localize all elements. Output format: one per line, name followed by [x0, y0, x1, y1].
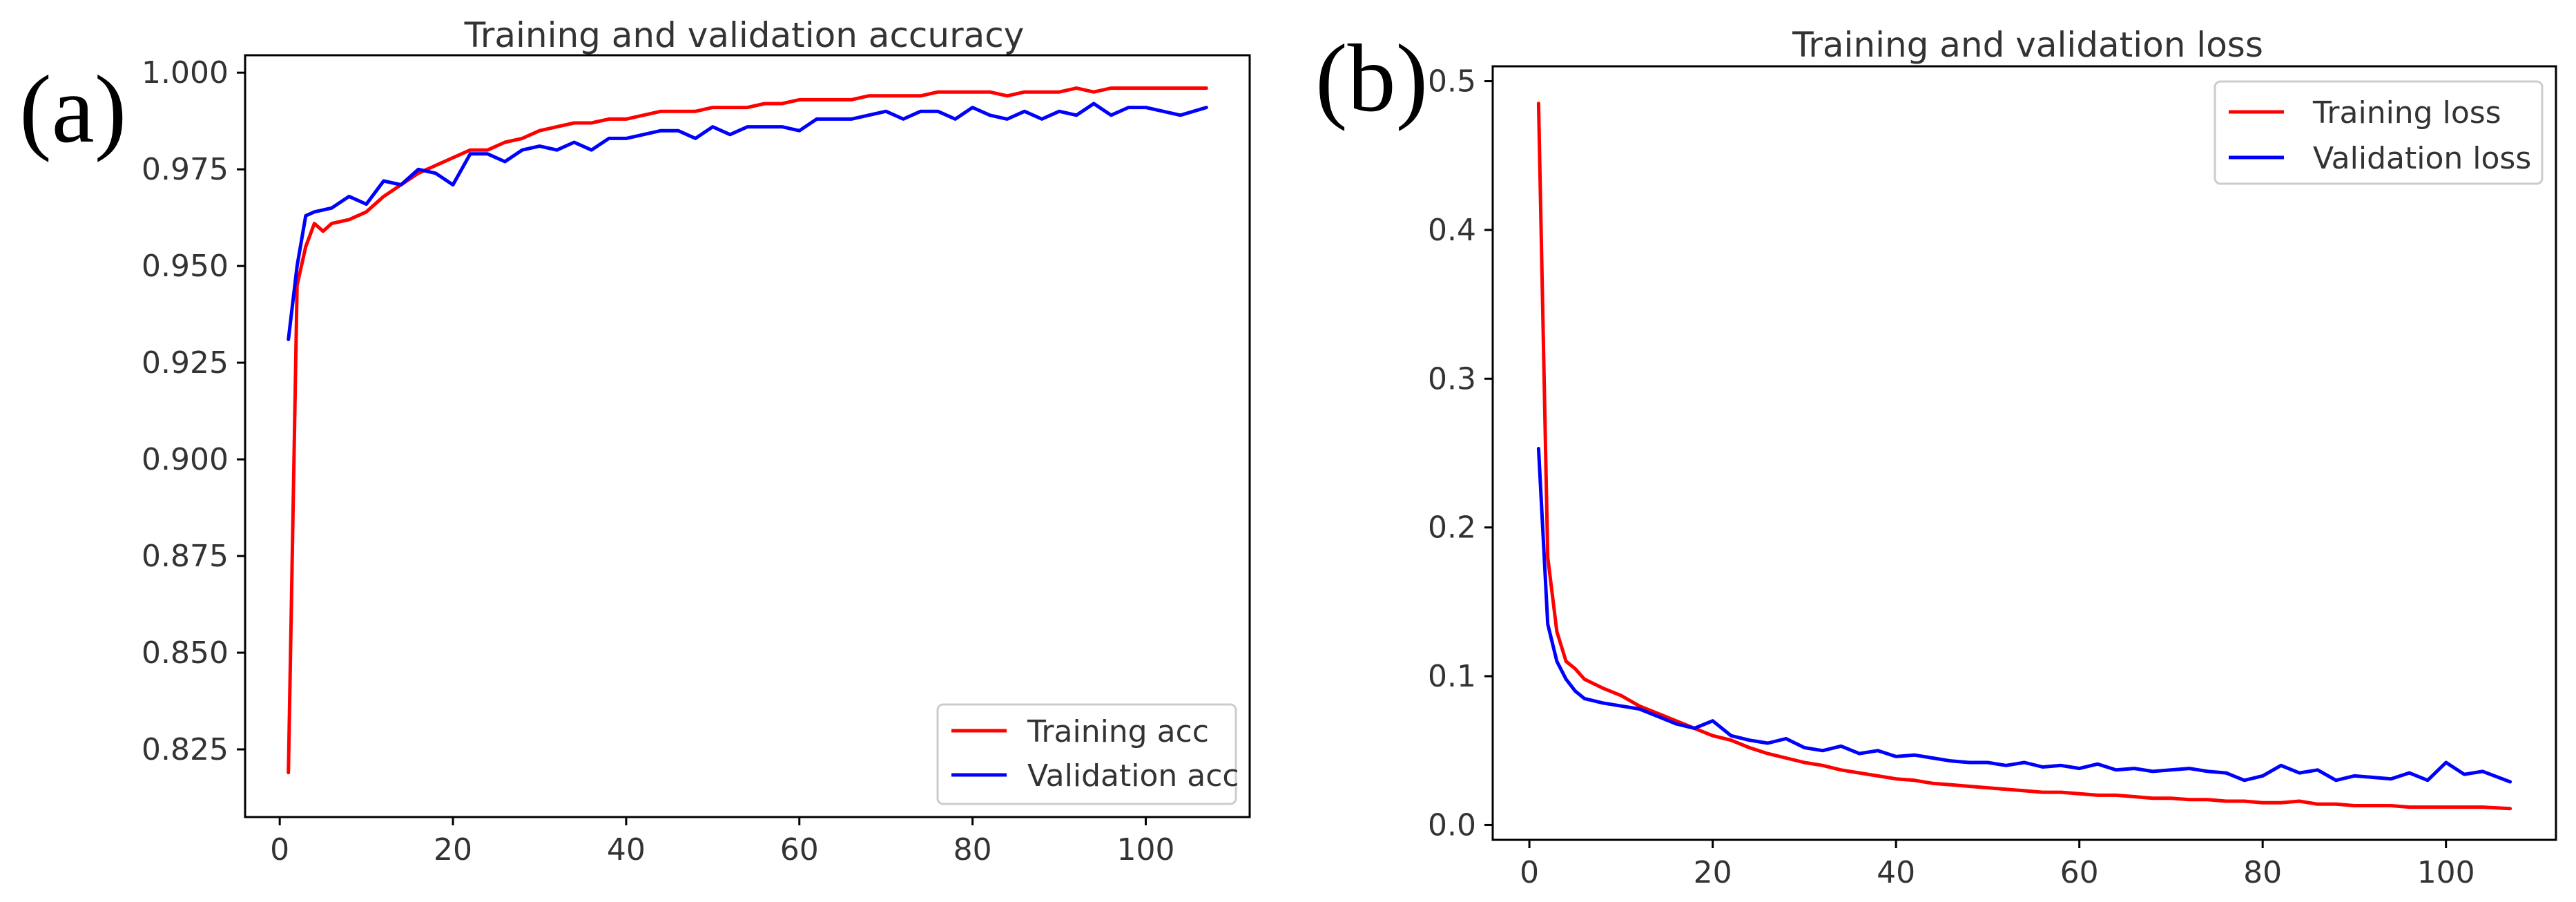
x-tick-label: 80	[953, 832, 992, 867]
x-tick-label: 0	[270, 832, 289, 867]
x-tick-label: 40	[607, 832, 646, 867]
panel-label-a: (a)	[19, 56, 126, 163]
legend-label-validation: Validation acc	[1027, 758, 1239, 794]
legend-box	[2214, 80, 2544, 185]
x-tick-label: 20	[434, 832, 472, 867]
chart-title: Training and validation accuracy	[464, 15, 1025, 55]
panel-label-b: (b)	[1315, 25, 1428, 132]
x-tick-label: 60	[780, 832, 819, 867]
plot-frame	[244, 54, 1251, 818]
series-layer	[1536, 102, 2512, 811]
y-tick-label: 0.825	[142, 732, 229, 767]
x-tick-label: 20	[1694, 855, 1732, 890]
y-tick-label: 0.900	[142, 442, 229, 477]
validation-series-line	[1536, 447, 2512, 784]
series-layer	[287, 86, 1208, 775]
y-tick-label: 0.1	[1428, 659, 1476, 694]
y-tick-label: 0.975	[142, 152, 229, 187]
x-tick-label: 0	[1520, 855, 1539, 890]
chart-title: Training and validation loss	[1792, 25, 2263, 65]
y-tick-label: 0.875	[142, 539, 229, 574]
x-tick-label: 60	[2060, 855, 2099, 890]
x-tick-label: 80	[2243, 855, 2282, 890]
accuracy-chart: (a) Training and validation accuracy 0 20…	[19, 15, 1251, 867]
y-tick-label: 0.925	[142, 345, 229, 381]
legend-box	[936, 703, 1237, 805]
legend: Training loss Validation loss	[2214, 80, 2544, 185]
y-tick-label: 1.000	[142, 55, 229, 90]
plot-frame	[1491, 65, 2557, 841]
training-series-line	[1536, 102, 2512, 811]
y-tick-label: 0.3	[1428, 361, 1476, 396]
y-tick-label: 0.5	[1428, 64, 1476, 99]
y-tick-label: 0.950	[142, 249, 229, 284]
legend-label-training: Training loss	[2312, 95, 2501, 131]
loss-chart: (b) Training and validation loss 0 20 40 60…	[1315, 25, 2557, 890]
y-tick-label: 0.2	[1428, 510, 1476, 546]
y-tick-label: 0.850	[142, 635, 229, 671]
y-tick-label: 0.0	[1428, 807, 1476, 843]
x-tick-label: 40	[1877, 855, 1915, 890]
legend-label-validation: Validation loss	[2313, 141, 2531, 176]
x-tick-label: 100	[1116, 832, 1174, 867]
tick-layer: 0 20 40 60 80 100 0.0 0.1 0.2 0.3 0.4 0.5	[1428, 64, 2475, 890]
legend-label-training: Training acc	[1027, 714, 1209, 749]
y-tick-label: 0.4	[1428, 213, 1476, 248]
legend: Training acc Validation acc	[936, 703, 1239, 805]
validation-series-line	[287, 102, 1208, 341]
x-tick-label: 100	[2417, 855, 2475, 890]
tick-layer: 0 20 40 60 80 100 0.825 0.850 0.875 0.900 0.925 0.9…	[142, 55, 1174, 867]
